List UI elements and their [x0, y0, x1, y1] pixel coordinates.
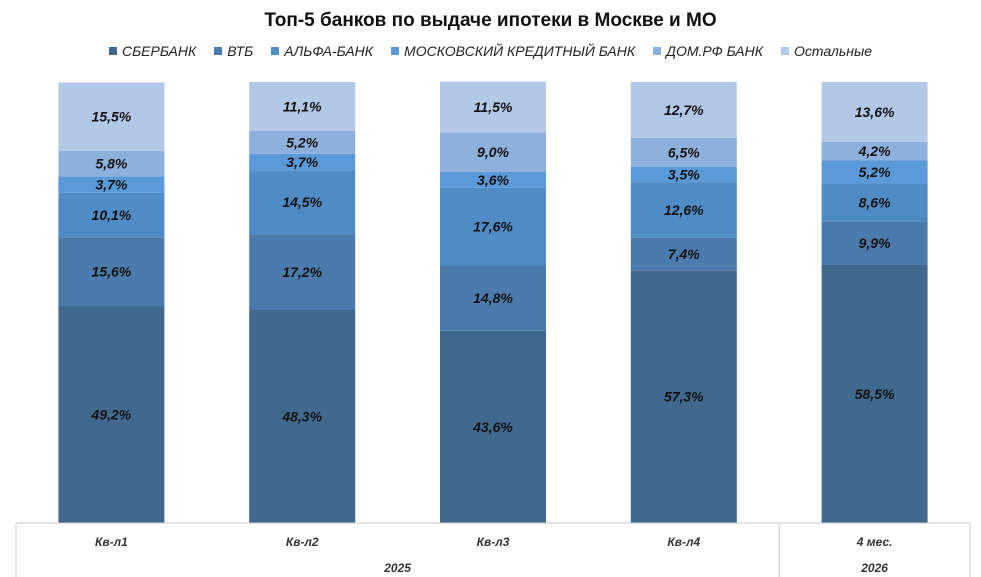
chart-title: Топ-5 банков по выдаче ипотеки в Москве …: [264, 10, 717, 31]
legend-item-mkb: МОСКОВСКИЙ КРЕДИТНЫЙ БАНК: [391, 43, 635, 59]
data-label: 4,2%: [858, 143, 891, 159]
data-label: 49,2%: [91, 407, 132, 423]
data-label: 15,5%: [92, 109, 132, 125]
bar-segment: [58, 150, 165, 177]
legend-item-domrf: ДОМ.РФ БАНК: [653, 43, 763, 59]
data-label: 8,6%: [859, 194, 891, 210]
bar-segment: [821, 221, 928, 266]
bar-segment: [58, 237, 165, 307]
legend-label-mkb: МОСКОВСКИЙ КРЕДИТНЫЙ БАНК: [404, 43, 636, 59]
data-label: 11,5%: [474, 99, 513, 115]
legend-swatch-others: [780, 47, 789, 55]
data-label: 10,1%: [92, 207, 132, 223]
legend-label-sberbank: СБЕРБАНК: [121, 43, 197, 59]
data-label: 9,9%: [859, 235, 891, 251]
bar-segment: [440, 171, 546, 188]
data-label: 12,7%: [664, 102, 704, 118]
data-label: 43,6%: [472, 419, 513, 435]
legend-swatch-sberbank: [108, 47, 117, 55]
data-label: 58,5%: [855, 386, 895, 402]
bar-segment: [440, 132, 546, 172]
data-label: 11,1%: [283, 98, 322, 114]
legend-swatch-alfa: [271, 47, 280, 55]
data-label: 48,3%: [281, 408, 322, 424]
data-label: 14,8%: [473, 290, 513, 306]
bar-segment: [58, 306, 165, 523]
legend-item-vtb: ВТБ: [214, 43, 253, 59]
x-tick-label: Кв-л1: [95, 535, 128, 549]
legend-label-vtb: ВТБ: [227, 43, 254, 59]
data-label: 3,5%: [668, 166, 700, 182]
bar-segment: [249, 234, 356, 310]
data-label: 17,2%: [282, 264, 322, 280]
bar-segment: [440, 81, 546, 133]
x-group-label: 2026: [860, 561, 888, 575]
bar-segment: [249, 130, 356, 154]
data-label: 5,2%: [286, 134, 318, 150]
bar-segment: [249, 170, 356, 235]
x-tick-label: Кв-л4: [667, 535, 700, 549]
legend-swatch-vtb: [214, 47, 223, 55]
data-label: 3,7%: [286, 154, 318, 170]
bar-segment: [821, 183, 928, 222]
bar-segment: [440, 187, 546, 266]
data-label: 5,8%: [95, 156, 127, 172]
bar-segment: [249, 82, 356, 131]
legend-swatch-mkb: [391, 47, 400, 55]
bar-segment: [630, 166, 737, 183]
x-tick-label: 4 мес.: [856, 535, 893, 549]
legend-label-alfa: АЛЬФА-БАНК: [284, 43, 374, 59]
bar-segment: [58, 192, 165, 238]
bar-segment: [630, 82, 737, 139]
bar-segment: [249, 153, 356, 171]
bar-segment: [249, 309, 356, 523]
data-label: 14,5%: [282, 194, 322, 210]
data-label: 3,7%: [95, 177, 127, 193]
data-label: 6,5%: [668, 144, 700, 160]
data-label: 7,4%: [668, 246, 700, 262]
data-label: 9,0%: [477, 144, 509, 160]
legend: СБЕРБАНК ВТБ АЛЬФА-БАНК МОСКОВСКИЙ КРЕДИ…: [0, 43, 981, 59]
bar-segment: [821, 82, 928, 142]
data-label: 57,3%: [664, 389, 704, 405]
bar-segment: [821, 160, 928, 184]
bar-segment: [58, 82, 165, 151]
bar-segment: [58, 176, 165, 193]
bar-segment: [630, 138, 737, 167]
x-tick-label: Кв-л3: [477, 535, 510, 549]
data-label: 5,2%: [859, 164, 891, 180]
bar-segment: [821, 141, 928, 161]
x-tick-label: Кв-л2: [286, 535, 319, 549]
legend-item-others: Остальные: [780, 43, 873, 59]
bar-segment: [821, 265, 928, 523]
legend-swatch-domrf: [653, 47, 662, 55]
bar-segment: [630, 237, 737, 271]
legend-label-others: Остальные: [793, 43, 873, 59]
bar-segment: [630, 182, 737, 238]
legend-label-domrf: ДОМ.РФ БАНК: [666, 43, 763, 59]
data-label: 15,6%: [92, 264, 132, 280]
data-label: 12,6%: [664, 202, 704, 218]
legend-item-sberbank: СБЕРБАНК: [108, 43, 197, 59]
data-label: 13,6%: [855, 104, 895, 120]
bar-segment: [440, 265, 546, 331]
x-group-label: 2025: [383, 561, 411, 575]
legend-item-alfa: АЛЬФА-БАНК: [271, 43, 373, 59]
data-label: 3,6%: [477, 172, 509, 188]
bar-segment: [440, 330, 546, 523]
bar-segment: [630, 270, 737, 523]
data-label: 17,6%: [473, 219, 513, 235]
